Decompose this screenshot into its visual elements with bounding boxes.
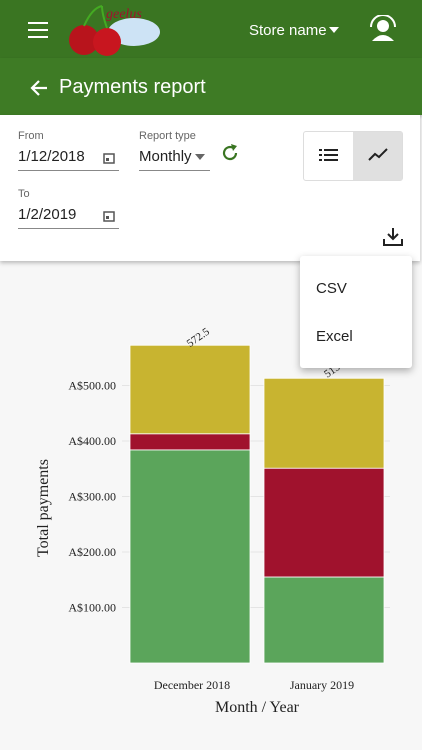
bar-segment [263, 467, 385, 578]
bar-segment [129, 344, 251, 435]
bar-segment [263, 377, 385, 469]
title-bar: Payments report [0, 58, 422, 115]
bar-segment [129, 449, 251, 664]
calendar-icon [103, 153, 115, 164]
y-tick-label: A$500.00 [68, 379, 116, 393]
y-tick-label: A$300.00 [68, 490, 116, 504]
y-axis-label: Total payments [35, 459, 52, 557]
bar-segment [129, 433, 251, 451]
dropdown-arrow [195, 154, 205, 160]
app-bar: geelus Store name [0, 0, 422, 58]
type-label: Report type [139, 130, 196, 142]
download-icon[interactable] [382, 227, 404, 247]
calendar-icon [103, 211, 115, 222]
refresh-icon[interactable] [220, 143, 240, 163]
y-tick-label: A$100.00 [68, 601, 116, 615]
to-input[interactable]: 1/2/2019 [18, 206, 119, 229]
menu-item[interactable]: CSV [316, 280, 347, 297]
dropdown-arrow [329, 27, 339, 33]
export-menu: CSV Excel [300, 256, 412, 368]
logo-text: geelus [106, 7, 142, 22]
list-icon[interactable] [319, 149, 339, 163]
filter-card: From 1/12/2018 Report type Monthly To 1/… [0, 115, 420, 261]
x-axis-label: Month / Year [215, 699, 300, 716]
to-label: To [18, 188, 30, 200]
view-toggle [303, 131, 403, 181]
from-input[interactable]: 1/12/2018 [18, 148, 119, 171]
menu-item[interactable]: Excel [316, 328, 353, 345]
page-title: Payments report [59, 76, 206, 98]
y-tick-label: A$400.00 [68, 434, 116, 448]
store-select[interactable]: Store name [249, 22, 327, 39]
logo: geelus [69, 5, 160, 56]
back-icon[interactable] [30, 79, 48, 97]
from-label: From [18, 130, 44, 142]
y-tick-label: A$200.00 [68, 545, 116, 559]
account-icon[interactable] [368, 15, 398, 45]
x-tick-label: January 2019 [290, 678, 354, 692]
menu-icon[interactable] [28, 22, 50, 38]
line-icon[interactable] [368, 148, 388, 162]
type-select[interactable]: Monthly [139, 148, 210, 171]
bar-segment [263, 576, 385, 664]
x-tick-label: December 2018 [154, 678, 230, 692]
